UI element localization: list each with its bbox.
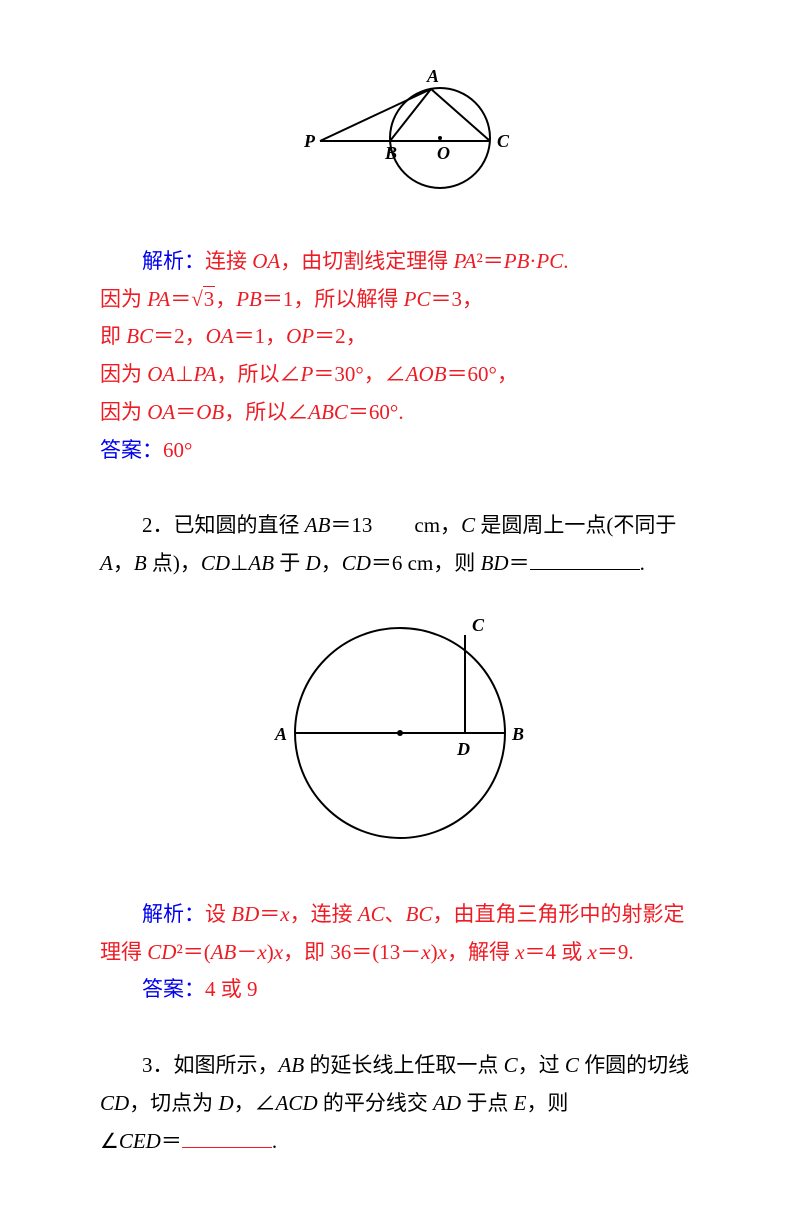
sol1-label: 解析： xyxy=(142,249,205,273)
blank-q3 xyxy=(182,1126,272,1148)
ans2-label: 答案： xyxy=(142,977,205,1001)
question-3: 3．如图所示，AB 的延长线上任取一点 C，过 C 作圆的切线 CD，切点为 D… xyxy=(100,1047,700,1160)
figure-1: A P B C O xyxy=(100,60,700,213)
svg-text:B: B xyxy=(384,143,397,163)
sqrt-3: 3 xyxy=(191,281,215,319)
blank-q2 xyxy=(530,548,640,570)
solution-2: 解析：设 BD＝x，连接 AC、BC，由直角三角形中的射影定 理得 CD²＝(A… xyxy=(100,896,700,1009)
ans1-label: 答案： xyxy=(100,438,163,462)
svg-text:P: P xyxy=(303,131,316,151)
solution-1: 解析：连接 OA，由切割线定理得 PA²＝PB·PC. 因为 PA＝3，PB＝1… xyxy=(100,243,700,470)
ans2-value: 4 或 9 xyxy=(205,977,258,1001)
svg-text:O: O xyxy=(437,143,450,163)
svg-text:C: C xyxy=(497,131,510,151)
figure-2-svg: A B D C xyxy=(250,603,550,853)
svg-text:A: A xyxy=(274,724,287,744)
svg-text:D: D xyxy=(456,739,470,759)
svg-text:A: A xyxy=(426,66,439,86)
figure-2: A B D C xyxy=(100,603,700,866)
question-2: 2．已知圆的直径 AB＝13 cm，C 是圆周上一点(不同于 A，B 点)，CD… xyxy=(100,507,700,583)
sol2-label: 解析： xyxy=(142,902,205,926)
svg-text:C: C xyxy=(472,615,485,635)
svg-text:B: B xyxy=(511,724,524,744)
ans1-value: 60° xyxy=(163,438,192,462)
page-content: A P B C O 解析：连接 OA，由切割线定理得 PA²＝PB·PC. 因为 PA＝… xyxy=(0,0,800,1220)
figure-1-svg: A P B C O xyxy=(270,60,530,200)
